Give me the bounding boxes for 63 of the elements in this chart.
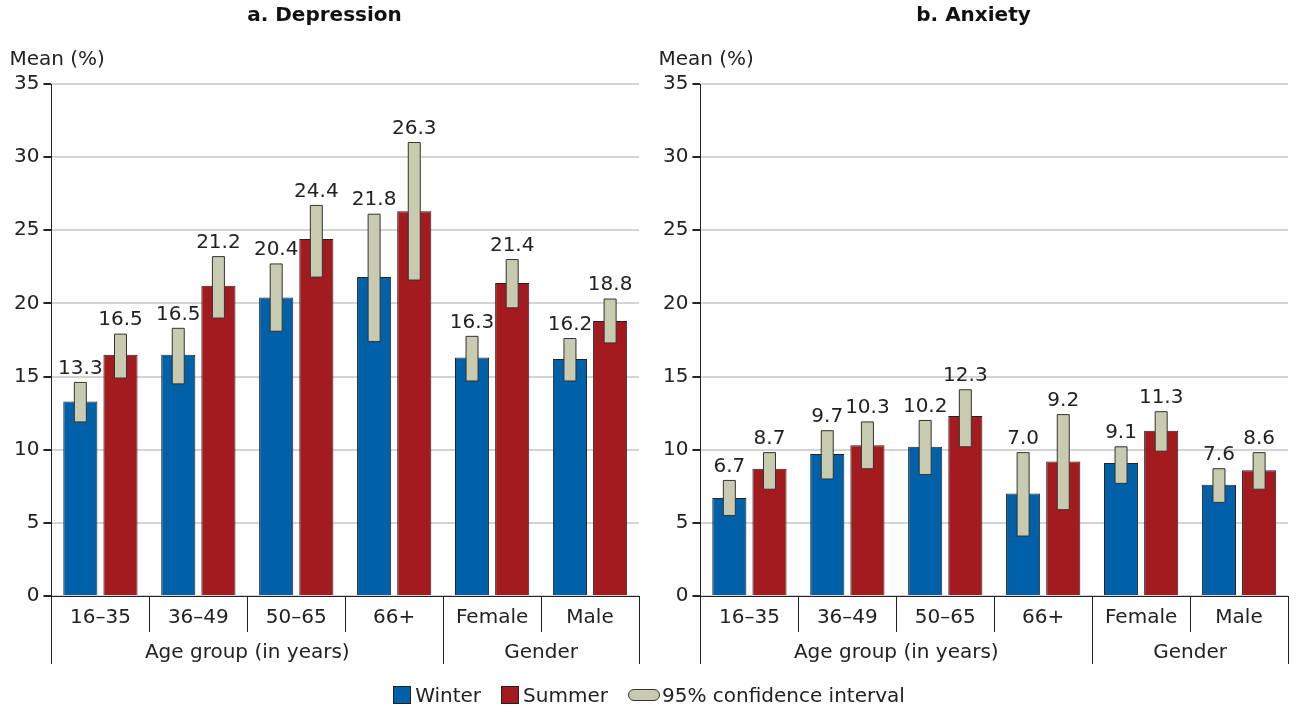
y-tick-label: 30 [14, 143, 40, 168]
data-label: 21.2 [196, 228, 241, 253]
legend-label: Summer [522, 683, 608, 707]
data-label: 16.2 [547, 310, 593, 335]
y-tick-label: 20 [663, 289, 689, 314]
data-label: 6.7 [713, 452, 746, 477]
chart-title: b. Anxiety [916, 2, 1031, 27]
y-tick-label: 35 [14, 70, 40, 95]
data-label: 21.8 [351, 186, 397, 211]
data-label: 18.8 [587, 271, 633, 296]
y-tick-label: 10 [14, 435, 40, 460]
y-tick-label: 20 [14, 289, 40, 314]
y-tick-label: 15 [663, 362, 689, 387]
data-label: 7.0 [1007, 424, 1040, 449]
data-label: 24.4 [294, 177, 339, 202]
text: Gender [1153, 639, 1228, 664]
text: Age group (in years) [144, 639, 350, 664]
data-label: 10.2 [902, 392, 948, 417]
data-label: 7.6 [1203, 440, 1235, 465]
data-label: 20.4 [253, 236, 299, 261]
y-tick-label: 0 [675, 582, 689, 607]
y-tick-label: 30 [663, 143, 689, 168]
data-label: 21.4 [489, 231, 535, 256]
y-axis-title: Mean (%) [9, 46, 105, 71]
y-tick-label: 5 [26, 509, 40, 534]
x-tick-label: 16–35 [718, 604, 780, 629]
y-tick-label: 35 [663, 70, 689, 95]
x-tick-label: Female [1104, 604, 1178, 629]
y-tick-label: 10 [663, 435, 689, 460]
y-tick-label: 5 [675, 509, 689, 534]
x-tick-label: 36–49 [816, 604, 878, 629]
data-label: 8.6 [1243, 424, 1276, 449]
data-label: 9.2 [1047, 386, 1080, 411]
y-tick-label: 25 [14, 216, 40, 241]
data-label: 13.3 [58, 354, 103, 379]
x-tick-label: Female [455, 604, 529, 629]
x-tick-label: Male [1215, 604, 1263, 629]
data-label: 9.1 [1105, 418, 1137, 443]
text: 95% confidence interval [660, 683, 905, 707]
x-tick-label: 50–65 [265, 604, 327, 629]
data-label: 16.3 [449, 308, 495, 333]
x-tick-label: 36–49 [167, 604, 229, 629]
y-tick-label: 15 [14, 362, 40, 387]
text: Gender [504, 639, 579, 664]
text: Age group (in years) [793, 639, 999, 664]
y-tick-label: 25 [663, 216, 689, 241]
data-label: 9.7 [811, 402, 844, 427]
x-tick-label: 16–35 [69, 604, 131, 629]
legend-label: Winter [414, 683, 482, 707]
y-axis-title: Mean (%) [658, 46, 754, 71]
chart-title: a. Depression [247, 2, 402, 27]
data-label: 12.3 [943, 361, 988, 386]
x-tick-label: 66+ [1022, 604, 1065, 629]
data-label: 8.7 [753, 424, 786, 449]
data-label: 11.3 [1138, 383, 1184, 408]
data-label: 10.3 [845, 394, 890, 419]
y-tick-label: 0 [26, 582, 40, 607]
data-label: 16.5 [156, 300, 201, 325]
x-tick-label: Male [566, 604, 614, 629]
data-label: 16.5 [98, 306, 143, 331]
data-label: 26.3 [392, 114, 437, 139]
x-tick-label: 50–65 [914, 604, 976, 629]
x-tick-label: 66+ [373, 604, 416, 629]
